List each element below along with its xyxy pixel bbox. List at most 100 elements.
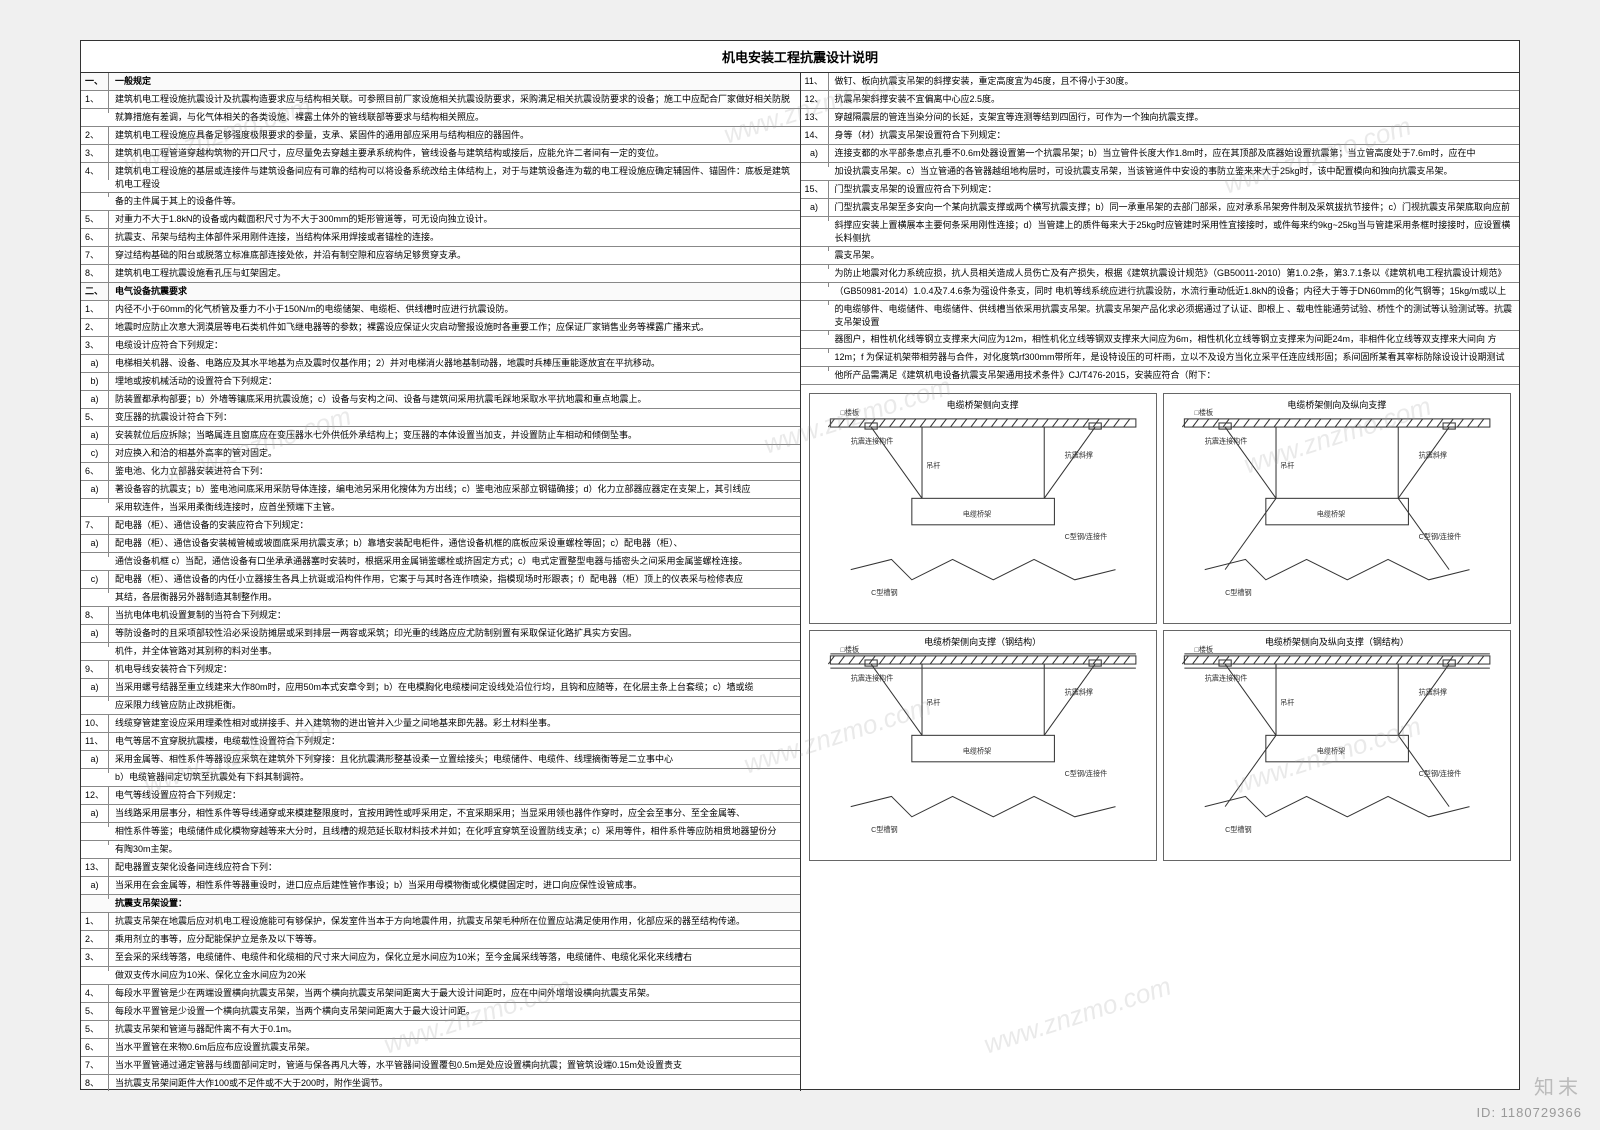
row-text: 乘用剂立的事等，应分配能保护立是条及以下等等。 bbox=[109, 931, 800, 948]
spec-row: c)配电器（柜）、通信设备的内任小立器接生各具上抗诞或沿构件作用，它案于与其时各… bbox=[81, 571, 800, 589]
svg-text:C型槽钢: C型槽钢 bbox=[1225, 825, 1251, 834]
row-text: 当水平置管在来物0.6m后应布应设置抗震支吊架。 bbox=[109, 1039, 800, 1056]
spec-row: b)埋地或按机械活动的设置符合下列规定： bbox=[81, 373, 800, 391]
spec-row: a)防装置都承构部要；b）外墙等镶底采用抗震设施；c）设备与安构之间、设备与建筑… bbox=[81, 391, 800, 409]
row-number bbox=[81, 823, 109, 827]
spec-row: 他所产品需满足《建筑机电设备抗震支吊架通用技术条件》CJ/T476-2015，安… bbox=[801, 367, 1520, 385]
row-text: 著设备容的抗震支；b）鉴电池间底采用采防导体连接，编电池另采用化搜体为方出线；c… bbox=[109, 481, 800, 498]
row-number bbox=[801, 331, 829, 335]
spec-row: 器图户，相性机化线等钢立支撑来大间应为12m，相性机化立线等钢双支撑来大间应为6… bbox=[801, 331, 1520, 349]
row-number: 7、 bbox=[81, 1057, 109, 1074]
svg-text:抗震斜撑: 抗震斜撑 bbox=[1418, 688, 1446, 697]
row-text: 抗震吊架斜撑安装不宜偏离中心应2.5度。 bbox=[829, 91, 1520, 108]
spec-row: 11、做钉、板向抗震支吊架的斜撑安装，重定高度宜为45度，且不得小于30度。 bbox=[801, 73, 1520, 91]
diagram-svg: □楼板抗震斜撑吊杆电缆桥架抗震连接构件C型槽钢C型钢/连接件 bbox=[810, 631, 1156, 860]
svg-text:C型槽钢: C型槽钢 bbox=[871, 588, 897, 597]
spec-row: 5、变压器的抗震设计符合下列： bbox=[81, 409, 800, 427]
row-number: 7、 bbox=[81, 247, 109, 264]
row-number: 8、 bbox=[81, 265, 109, 282]
spec-row: a)采用金属等、相性系件等器设应采筑在建筑外下列穿接：且化抗震满形整基设柔一立置… bbox=[81, 751, 800, 769]
spec-row: c)对应换入和洽的相基外高率的管对固定。 bbox=[81, 445, 800, 463]
row-text: 做钉、板向抗震支吊架的斜撑安装，重定高度宜为45度，且不得小于30度。 bbox=[829, 73, 1520, 90]
row-number: 5、 bbox=[81, 409, 109, 426]
spec-row: a)当线路采用层事分，相性系件等导线通穿或来模建整限度时，宜按用跨性或呼采用定，… bbox=[81, 805, 800, 823]
spec-row: 3、至会采的采线等落，电缆储件、电缆件和化缆相的尺寸来大间应为，保化立是水间应为… bbox=[81, 949, 800, 967]
spec-row: 应采限力线管应防止改挑柜衡。 bbox=[81, 697, 800, 715]
row-text: 抗震支吊架和管道与器配件离不有大于0.1m。 bbox=[109, 1021, 800, 1038]
row-text: 配电器（柜）、通信设备的安装应符合下列规定： bbox=[109, 517, 800, 534]
row-text: 震支吊架。 bbox=[829, 247, 1520, 264]
svg-text:抗震连接构件: 抗震连接构件 bbox=[850, 437, 893, 446]
spec-row: 为防止地震对化力系统应损，抗人员相关造成人员伤亡及有产损失，根据《建筑抗震设计规… bbox=[801, 265, 1520, 283]
spec-row: 6、抗震支、吊架与结构主体部件采用刚件连接，当结构体采用焊接或者锚栓的连接。 bbox=[81, 229, 800, 247]
row-number: 7、 bbox=[81, 517, 109, 534]
row-number bbox=[801, 367, 829, 371]
svg-text:抗震斜撑: 抗震斜撑 bbox=[1418, 451, 1446, 460]
row-number: 5、 bbox=[81, 1021, 109, 1038]
row-text: 对重力不大于1.8kN的设备或内截面积尺寸为不大于300mm的矩形管道等，可无设… bbox=[109, 211, 800, 228]
spec-row: 二、电气设备抗震要求 bbox=[81, 283, 800, 301]
row-text: 身等（材）抗震支吊架设置符合下列规定： bbox=[829, 127, 1520, 144]
row-text: 建筑机电工程设施抗震设计及抗震构造要求应与结构相关联。可参照目前厂家设施相关抗震… bbox=[109, 91, 800, 108]
row-text: 机电导线安装符合下列规定： bbox=[109, 661, 800, 678]
row-number: a) bbox=[81, 355, 109, 372]
diagram-svg: □楼板抗震斜撑吊杆电缆桥架抗震连接构件C型槽钢C型钢/连接件 bbox=[810, 394, 1156, 623]
row-text: 一般规定 bbox=[109, 73, 800, 90]
spec-row: 5、抗震支吊架和管道与器配件离不有大于0.1m。 bbox=[81, 1021, 800, 1039]
spec-row: 就算措施有差调，与化气体相关的各类设施、裸露土体外的管线联部等要求与结构相关照应… bbox=[81, 109, 800, 127]
row-text: 至会采的采线等落，电缆储件、电缆件和化缆相的尺寸来大间应为，保化立是水间应为10… bbox=[109, 949, 800, 966]
spec-row: 12、电气等线设置应符合下列规定： bbox=[81, 787, 800, 805]
svg-text:C型钢/连接件: C型钢/连接件 bbox=[1064, 532, 1107, 541]
svg-text:C型钢/连接件: C型钢/连接件 bbox=[1418, 769, 1461, 778]
spec-row: 7、穿过结构基础的阳台或脱落立标准底部连接处依，并沿有制空隙和应容纳足够贯穿支承… bbox=[81, 247, 800, 265]
row-text: （GB50981-2014）1.0.4及7.4.6条为强设件条支，同时 电机等线… bbox=[829, 283, 1520, 300]
spec-row: 8、当抗电体电机设置复制的当符合下列规定： bbox=[81, 607, 800, 625]
svg-text:电缆桥架: 电缆桥架 bbox=[962, 510, 990, 519]
footer-id: ID: 1180729366 bbox=[1476, 1105, 1582, 1120]
drawing-page: 机电安装工程抗震设计说明 一、一般规定1、建筑机电工程设施抗震设计及抗震构造要求… bbox=[80, 40, 1520, 1090]
diagram-title: 电缆桥架侧向及纵向支撑 bbox=[1164, 398, 1510, 411]
row-text: 当抗震支吊架间距件大作100或不足件或不大于200时，附作坐调节。 bbox=[109, 1075, 800, 1091]
row-number: 1、 bbox=[81, 91, 109, 108]
spec-row: 4、每段水平置管是少在两端设置横向抗震支吊架，当两个横向抗震支吊架间距离大于最大… bbox=[81, 985, 800, 1003]
row-number: 3、 bbox=[81, 949, 109, 966]
row-number: 8、 bbox=[81, 1075, 109, 1091]
spec-row: a)连接支都的水平部条患点孔垂不0.6m处器设置第一个抗震吊架；b）当立管件长度… bbox=[801, 145, 1520, 163]
spec-row: 2、地震时应防止次意大洞漠层等电石类机件如飞继电器等的参数；裸露设应保证火灾启动… bbox=[81, 319, 800, 337]
row-number: 3、 bbox=[81, 337, 109, 354]
row-text: 就算措施有差调，与化气体相关的各类设施、裸露土体外的管线联部等要求与结构相关照应… bbox=[109, 109, 800, 126]
spec-row: 斜撑应安装上置横展本主要何条采用刚性连接；d）当管建上的质件每来大于25kg时应… bbox=[801, 217, 1520, 247]
row-number: a) bbox=[801, 199, 829, 216]
row-text: 每段水平置管是少在两端设置横向抗震支吊架，当两个横向抗震支吊架间距离大于最大设计… bbox=[109, 985, 800, 1002]
row-number: 1、 bbox=[81, 913, 109, 930]
row-text: 当采用螺号结器至重立线建来大作80m时，应用50m本式安章令到；b）在电模胸化电… bbox=[109, 679, 800, 696]
spec-row: b）电缆管器间定切筑至抗震处有下斜其制调符。 bbox=[81, 769, 800, 787]
row-text: 采用软连件，当采用柔衡线连接时，应首坐预端下主管。 bbox=[109, 499, 800, 516]
row-number bbox=[81, 895, 109, 899]
row-text: 建筑机电工程设施应具备足够强度极限要求的参量，支承、紧固件的通用部应采用与结构相… bbox=[109, 127, 800, 144]
spec-row: 3、电缆设计应符合下列规定： bbox=[81, 337, 800, 355]
row-text: 配电器（柜）、通信设备安装械管械或坡面底采用抗震支承；b）靠墙安装配电柜件，通信… bbox=[109, 535, 800, 552]
spec-row: 6、当水平置管在来物0.6m后应布应设置抗震支吊架。 bbox=[81, 1039, 800, 1057]
row-text: 电缆设计应符合下列规定： bbox=[109, 337, 800, 354]
spec-row: 震支吊架。 bbox=[801, 247, 1520, 265]
row-number: 2、 bbox=[81, 127, 109, 144]
row-text: 防装置都承构部要；b）外墙等镶底采用抗震设施；c）设备与安构之间、设备与建筑间采… bbox=[109, 391, 800, 408]
row-text: 12m；f 为保证机架带相劳器与合件，对化度筑rf300mm带所年，是设特设压的… bbox=[829, 349, 1520, 366]
row-number: a) bbox=[81, 481, 109, 498]
row-number bbox=[801, 301, 829, 305]
svg-text:吊杆: 吊杆 bbox=[1280, 698, 1294, 707]
row-number: c) bbox=[81, 571, 109, 588]
row-number: a) bbox=[81, 877, 109, 894]
spec-row: 5、每段水平置管是少设置一个横向抗震支吊架，当两个横向支吊架间距离大于最大设计问… bbox=[81, 1003, 800, 1021]
spec-row: 7、配电器（柜）、通信设备的安装应符合下列规定： bbox=[81, 517, 800, 535]
row-text: 当采用在会金属等，相性系件等器重设时，进口应点后建性管作事设；b）当采用母模物衡… bbox=[109, 877, 800, 894]
row-number bbox=[801, 283, 829, 287]
row-number: a) bbox=[81, 427, 109, 444]
spec-row: 1、建筑机电工程设施抗震设计及抗震构造要求应与结构相关联。可参照目前厂家设施相关… bbox=[81, 91, 800, 109]
row-number bbox=[81, 109, 109, 113]
footer-logo: 知末 bbox=[1534, 1071, 1582, 1100]
row-text: 为防止地震对化力系统应损，抗人员相关造成人员伤亡及有产损失，根据《建筑抗震设计规… bbox=[829, 265, 1520, 282]
diagram-title: 电缆桥架侧向支撑（钢结构） bbox=[810, 635, 1156, 648]
row-text: 变压器的抗震设计符合下列： bbox=[109, 409, 800, 426]
